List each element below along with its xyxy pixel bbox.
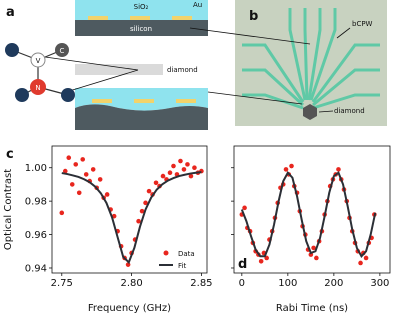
data-point: [314, 255, 319, 261]
data-point: [167, 170, 173, 176]
arrow: [189, 27, 311, 45]
data-point: [153, 180, 159, 186]
data-point: [188, 173, 194, 179]
data-point: [143, 200, 148, 206]
atom-label: C: [60, 47, 65, 55]
diamond-chip: [303, 104, 317, 120]
connector: [65, 69, 139, 93]
au-pad: [172, 16, 192, 20]
metal-label: Au: [193, 1, 202, 9]
au-pad: [130, 16, 150, 20]
panel-label: d: [238, 257, 247, 272]
x-tick-label: 100: [278, 278, 297, 289]
x-tick-label: 2.75: [51, 278, 73, 289]
data-point: [136, 218, 141, 224]
data-point: [59, 210, 65, 216]
oxide-label: SiO₂: [134, 3, 149, 11]
data-point: [283, 167, 289, 172]
substrate-label: silicon: [130, 25, 152, 33]
atom: [55, 43, 69, 57]
fit-line: [240, 171, 377, 258]
au-pad: [92, 99, 112, 103]
data-point: [363, 255, 369, 261]
data-point: [181, 167, 187, 172]
data-point: [171, 163, 176, 169]
diamond-slab: [75, 64, 163, 75]
nitrogen: [30, 79, 46, 95]
atom-label: N: [35, 84, 40, 92]
pointer: [318, 110, 334, 113]
x-tick-label: 2.85: [190, 278, 212, 289]
data-point: [66, 155, 72, 160]
data-point: [73, 162, 79, 167]
plot-frame: [233, 145, 391, 274]
data-point: [97, 177, 103, 182]
data-point: [258, 259, 264, 264]
arrow: [207, 91, 303, 105]
plot-frame: [51, 145, 208, 274]
y-tick-label: 1.00: [25, 163, 47, 174]
y-tick-label: 0.98: [25, 197, 47, 208]
data-point: [62, 168, 68, 174]
legend-label: Fit: [178, 262, 186, 270]
atom-label: V: [36, 57, 41, 65]
x-axis-label: Frequency (GHz): [88, 303, 171, 314]
atom: [61, 88, 75, 102]
data-point: [69, 182, 75, 187]
diamond-label: diamond: [334, 107, 365, 115]
panel-b: b bCPW diamond: [189, 0, 387, 126]
x-tick-label: 200: [324, 278, 343, 289]
silicon-layer: [75, 104, 208, 130]
x-tick-label: 2.80: [120, 278, 142, 289]
atom: [5, 43, 19, 57]
data-point: [139, 208, 145, 214]
au-pad: [176, 99, 196, 103]
data-point: [80, 157, 86, 162]
waveguides: [242, 8, 380, 110]
data-point: [242, 205, 247, 211]
y-tick-label: 0.96: [25, 230, 47, 241]
data-point: [125, 262, 131, 267]
y-axis-label: Optical Contrast: [3, 169, 14, 250]
vacancy: [30, 52, 46, 68]
data-point: [289, 163, 294, 169]
data-point: [178, 158, 183, 164]
panel-a: a SiO₂ Au silicon diamond V C N: [5, 0, 208, 130]
pointer: [336, 27, 351, 39]
waveguide-label: bCPW: [352, 20, 373, 28]
silicon-layer: [75, 20, 208, 36]
data-point: [83, 172, 89, 177]
data-point: [76, 190, 82, 196]
data-point: [160, 173, 166, 179]
data-point: [90, 167, 96, 172]
data-point: [104, 192, 110, 197]
legend-swatch: [163, 250, 169, 256]
data-point: [358, 260, 363, 266]
connector: [37, 55, 139, 71]
data-point: [311, 245, 316, 251]
legend-label: Data: [178, 250, 195, 258]
x-tick-label: 0: [239, 278, 245, 289]
y-tick-label: 0.94: [25, 263, 47, 274]
x-axis-label: Rabi Time (ns): [276, 303, 348, 314]
panel-label: a: [6, 5, 15, 20]
atom: [15, 88, 29, 102]
panel-label: c: [6, 147, 14, 162]
au-pad: [88, 16, 108, 20]
fit-line: [61, 171, 202, 265]
au-pad: [134, 99, 154, 103]
x-tick-label: 300: [370, 278, 389, 289]
diamond-label: diamond: [167, 66, 198, 74]
data-point: [185, 162, 190, 167]
data-point: [146, 188, 152, 194]
data-point: [336, 167, 341, 172]
panel-label: b: [249, 9, 258, 24]
data-point: [192, 165, 197, 171]
oxide-layer: [75, 0, 208, 20]
